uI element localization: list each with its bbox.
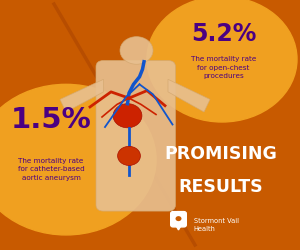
Text: RESULTS: RESULTS [178,177,263,195]
Circle shape [176,216,182,221]
Circle shape [118,147,140,166]
Text: 5.2%: 5.2% [191,22,256,46]
Circle shape [113,104,142,128]
Circle shape [0,85,156,235]
Polygon shape [175,223,182,230]
Circle shape [147,0,297,122]
Polygon shape [60,80,103,112]
Text: The mortality rate
for open-chest
procedures: The mortality rate for open-chest proced… [191,56,256,79]
FancyBboxPatch shape [171,212,186,227]
Circle shape [120,38,153,65]
Text: 1.5%: 1.5% [11,106,92,134]
Text: Stormont Vail
Health: Stormont Vail Health [194,217,238,231]
Text: PROMISING: PROMISING [164,145,277,163]
FancyBboxPatch shape [96,61,176,211]
Text: The mortality rate
for catheter-based
aortic aneurysm: The mortality rate for catheter-based ao… [18,157,84,180]
Polygon shape [168,80,210,112]
